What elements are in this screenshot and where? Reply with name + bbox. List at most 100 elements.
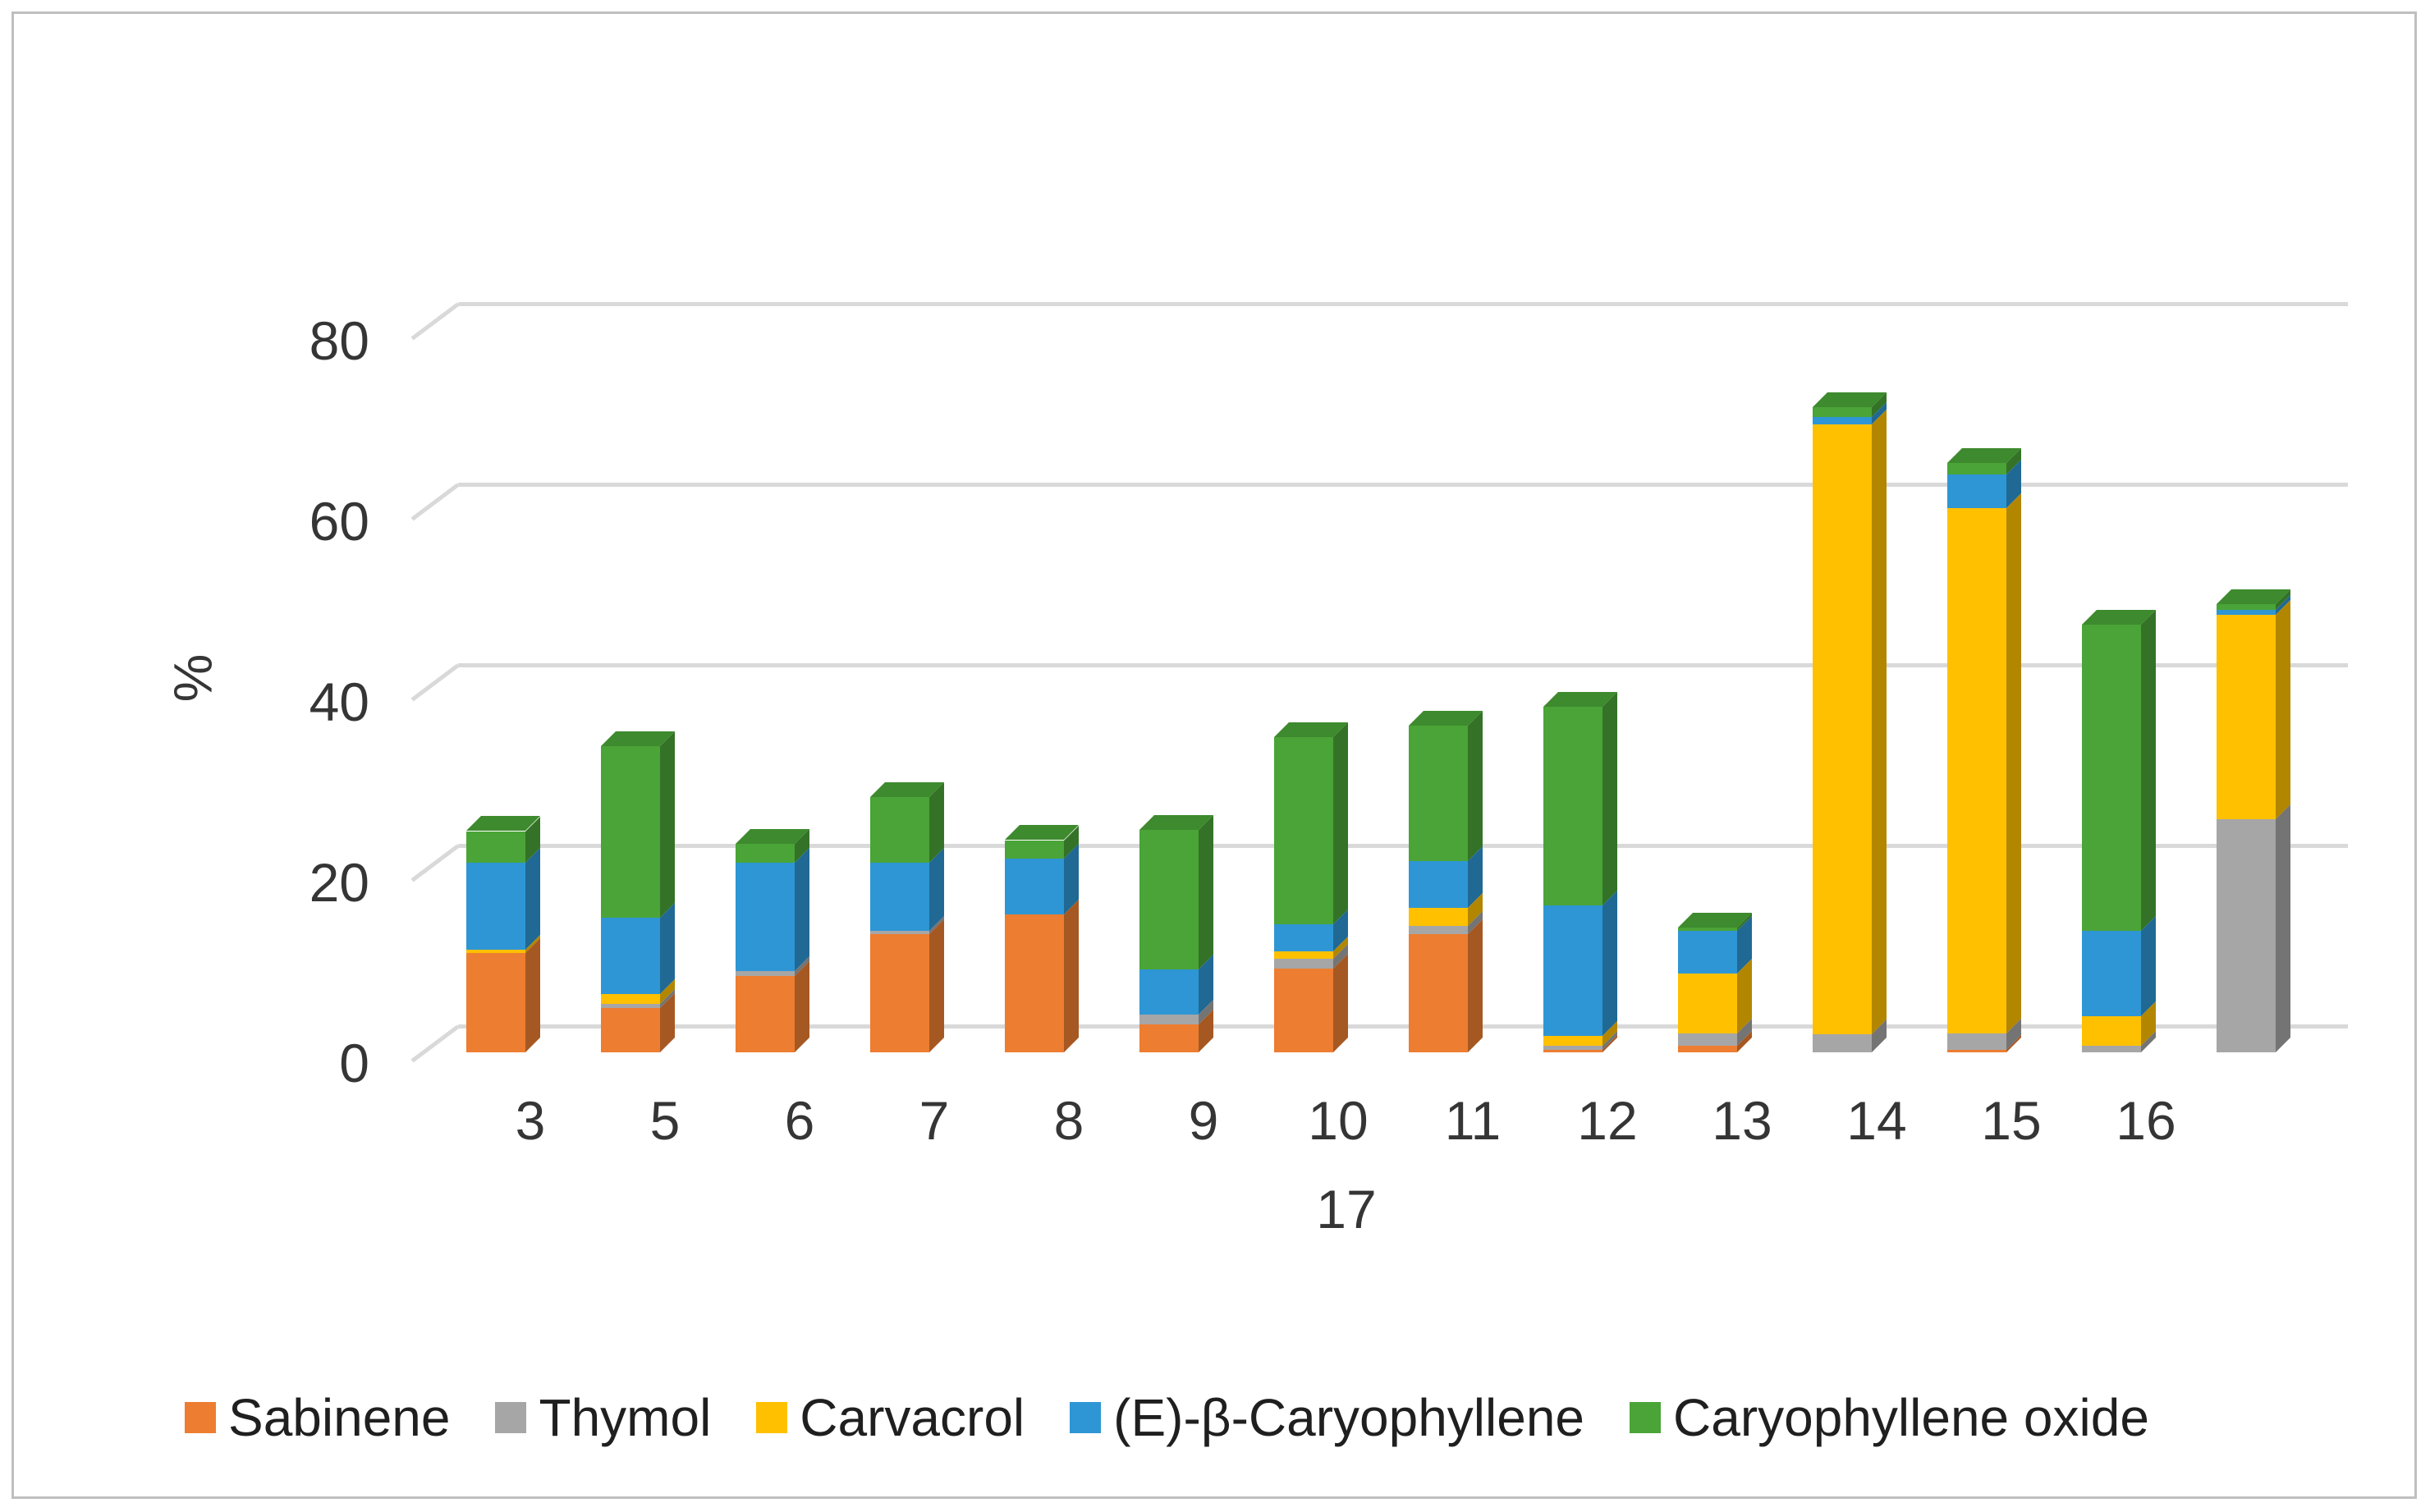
bar-segment[interactable]: [2082, 1016, 2141, 1047]
bar-segment[interactable]: [1005, 914, 1064, 1052]
bar-segment[interactable]: [601, 993, 660, 1004]
bar-segment[interactable]: [1678, 1033, 1737, 1047]
bar-segment[interactable]: [1274, 923, 1333, 951]
bar-segment[interactable]: [1678, 1046, 1737, 1052]
bar-segment-side: [1333, 953, 1348, 1052]
bar-side-6: [795, 829, 809, 1052]
bar-segment[interactable]: [2082, 625, 2141, 931]
bar-segment[interactable]: [601, 918, 660, 994]
bar-segment[interactable]: [1139, 1024, 1199, 1052]
bar-16[interactable]: [2082, 625, 2141, 1052]
bar-segment[interactable]: [1005, 858, 1064, 914]
legend-label: Caryophyllene oxide: [1673, 1388, 2149, 1447]
x-tick-label: 17: [1316, 1179, 1377, 1239]
bar-12[interactable]: [1543, 707, 1602, 1052]
legend-item--e-caryophyllene[interactable]: (E)-β-Caryophyllene: [1070, 1387, 1584, 1448]
bar-segment[interactable]: [870, 930, 929, 935]
bar-segment-side: [795, 960, 809, 1052]
bar-segment[interactable]: [1678, 930, 1737, 974]
bar-segment[interactable]: [2082, 930, 2141, 1017]
bar-side-13: [1737, 913, 1752, 1052]
bar-segment[interactable]: [2217, 610, 2276, 615]
bar-segment[interactable]: [1543, 1036, 1602, 1047]
bar-segment[interactable]: [601, 1003, 660, 1009]
legend-item-carvacrol[interactable]: Carvacrol: [756, 1387, 1025, 1448]
bar-segment[interactable]: [1947, 507, 2006, 1033]
bar-segment[interactable]: [2217, 604, 2276, 611]
bar-segment[interactable]: [870, 863, 929, 931]
bar-segment[interactable]: [736, 844, 795, 864]
bar-segment[interactable]: [736, 863, 795, 972]
bar-segment[interactable]: [1274, 951, 1333, 959]
bar-segment[interactable]: [466, 831, 525, 864]
legend-swatch-icon: [756, 1402, 788, 1433]
bar-segment[interactable]: [1947, 474, 2006, 508]
bar-15[interactable]: [1947, 462, 2006, 1052]
bar-segment[interactable]: [1947, 462, 2006, 475]
bar-segment[interactable]: [1409, 860, 1468, 909]
bar-segment[interactable]: [2217, 614, 2276, 820]
bar-6[interactable]: [736, 844, 795, 1052]
bar-segment[interactable]: [1409, 933, 1468, 1052]
bar-segment[interactable]: [1543, 905, 1602, 1037]
legend-item-caryophyllene-oxide[interactable]: Caryophyllene oxide: [1630, 1387, 2149, 1448]
bar-10[interactable]: [1274, 737, 1333, 1052]
bar-segment[interactable]: [1543, 1046, 1602, 1050]
x-tick-label: 8: [1053, 1090, 1084, 1151]
bar-segment[interactable]: [1543, 1049, 1602, 1052]
bar-segment[interactable]: [601, 1008, 660, 1052]
bar-segment[interactable]: [1678, 928, 1737, 931]
bar-segment[interactable]: [466, 863, 525, 950]
bar-segment[interactable]: [1274, 968, 1333, 1052]
gridline: [458, 663, 2348, 667]
bar-segment[interactable]: [1139, 830, 1199, 969]
bar-segment[interactable]: [1813, 1034, 1872, 1052]
bar-8[interactable]: [1005, 840, 1064, 1052]
bar-segment[interactable]: [1005, 840, 1064, 859]
x-tick-label: 12: [1577, 1090, 1638, 1151]
bar-segment[interactable]: [601, 746, 660, 919]
bar-segment[interactable]: [1139, 969, 1199, 1015]
bar-segment[interactable]: [1409, 908, 1468, 927]
bar-11[interactable]: [1409, 726, 1468, 1052]
gridline: [458, 844, 2348, 848]
bar-3[interactable]: [466, 831, 525, 1052]
bar-13[interactable]: [1678, 928, 1737, 1052]
y-tick-label: 60: [309, 491, 369, 552]
bar-segment-side: [1602, 890, 1617, 1037]
bar-segment[interactable]: [1139, 1014, 1199, 1024]
bar-side-3: [525, 816, 540, 1052]
bar-14[interactable]: [1813, 406, 1872, 1052]
bar-segment[interactable]: [870, 797, 929, 864]
bar-segment[interactable]: [1813, 417, 1872, 424]
legend-item-thymol[interactable]: Thymol: [495, 1387, 711, 1448]
bar-segment-side: [1333, 722, 1348, 924]
bar-segment[interactable]: [1274, 737, 1333, 924]
bar-segment[interactable]: [736, 971, 795, 976]
bar-segment[interactable]: [1947, 1049, 2006, 1052]
bar-segment[interactable]: [1947, 1033, 2006, 1050]
gridline-3d-connector: [410, 663, 460, 702]
bar-segment-side: [1199, 815, 1213, 969]
bar-7[interactable]: [870, 797, 929, 1052]
bar-segment[interactable]: [1543, 707, 1602, 905]
bar-segment[interactable]: [736, 975, 795, 1052]
bar-segment[interactable]: [466, 949, 525, 953]
bar-segment[interactable]: [1274, 958, 1333, 969]
bar-segment[interactable]: [1678, 974, 1737, 1033]
bar-segment[interactable]: [1813, 406, 1872, 418]
bar-5[interactable]: [601, 746, 660, 1052]
bar-segment[interactable]: [1409, 726, 1468, 861]
bar-segment[interactable]: [466, 953, 525, 1052]
bar-9[interactable]: [1139, 830, 1199, 1052]
bar-segment[interactable]: [2082, 1046, 2141, 1052]
bar-segment[interactable]: [1409, 926, 1468, 934]
bar-segment-side: [2006, 493, 2021, 1033]
y-tick-label: 0: [339, 1033, 369, 1093]
bar-segment-side: [795, 848, 809, 972]
bar-segment[interactable]: [2217, 819, 2276, 1052]
legend-item-sabinene[interactable]: Sabinene: [185, 1387, 450, 1448]
bar-17[interactable]: [2217, 604, 2276, 1052]
bar-segment[interactable]: [870, 934, 929, 1052]
bar-segment[interactable]: [1813, 424, 1872, 1035]
